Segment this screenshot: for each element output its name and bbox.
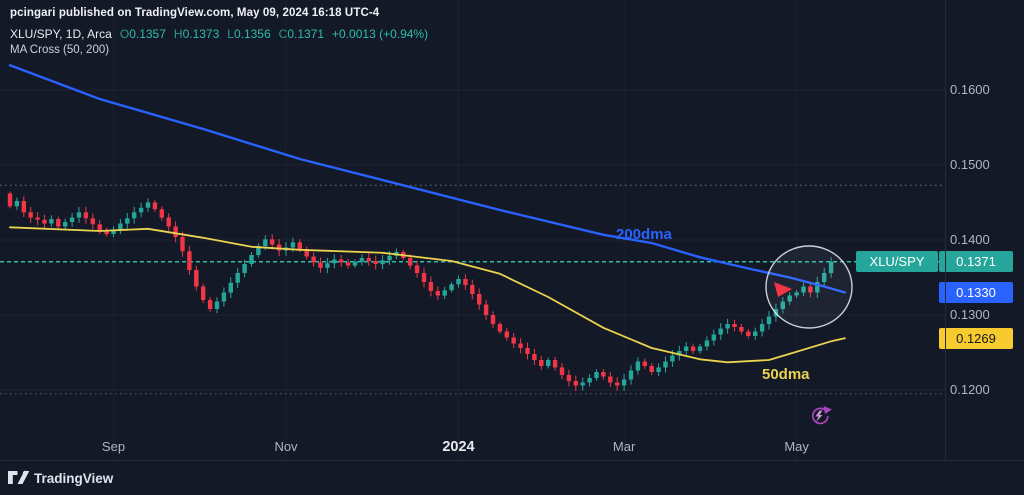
footer-bar: TradingView — [0, 461, 1024, 495]
last-price-badge-value: 0.1371 — [939, 251, 1013, 273]
price-lines — [0, 184, 945, 395]
symbol-title[interactable]: XLU/SPY, 1D, Arca — [10, 27, 112, 41]
red-arrow-annotation[interactable] — [774, 282, 792, 297]
highlight-circle[interactable] — [765, 245, 853, 329]
x-tick-2024[interactable]: 2024 — [442, 439, 475, 455]
ohlc-high: H0.1373 — [173, 27, 220, 41]
x-tick-nov[interactable]: Nov — [274, 439, 298, 454]
y-tick-0.1400[interactable]: 0.1400 — [950, 232, 990, 247]
published-credit: pcingari published on TradingView.com, M… — [10, 7, 380, 19]
symbol-badge-label: XLU/SPY — [856, 251, 938, 273]
indicator-legend[interactable]: MA Cross (50, 200) — [10, 44, 110, 56]
replay-lightning-icon[interactable] — [811, 406, 832, 425]
y-tick-0.1300[interactable]: 0.1300 — [950, 307, 990, 322]
y-tick-0.1600[interactable]: 0.1600 — [950, 82, 990, 97]
grid-lines — [0, 89, 945, 391]
daily-change: +0.0013 (+0.94%) — [332, 27, 429, 41]
tradingview-logo-icon[interactable] — [8, 470, 30, 486]
price-chart-canvas[interactable] — [0, 0, 1024, 460]
symbol-legend[interactable]: XLU/SPY, 1D, Arca O0.1357 H0.1373 L0.135… — [10, 27, 428, 41]
y-tick-0.1500[interactable]: 0.1500 — [950, 157, 990, 172]
footer-divider — [0, 460, 1024, 461]
tradingview-wordmark[interactable]: TradingView — [34, 470, 114, 486]
ma200-price-badge: 0.1330 — [939, 282, 1013, 303]
ma200-badge-value: 0.1330 — [939, 282, 1013, 303]
200dma-line — [8, 64, 847, 294]
price-axis-divider — [945, 0, 946, 460]
x-tick-mar[interactable]: Mar — [612, 439, 636, 454]
x-tick-sep[interactable]: Sep — [101, 439, 126, 454]
ohlc-open: O0.1357 — [119, 27, 166, 41]
x-tick-may[interactable]: May — [784, 439, 809, 454]
ma50-badge-value: 0.1269 — [939, 327, 1013, 349]
ma200-annotation[interactable]: 200dma — [616, 226, 672, 243]
y-tick-0.1200[interactable]: 0.1200 — [950, 382, 990, 397]
ohlc-close: C0.1371 — [278, 27, 325, 41]
ohlc-low: L0.1356 — [227, 27, 271, 41]
ma50-annotation[interactable]: 50dma — [762, 366, 810, 383]
ma50-price-badge: 0.1269 — [939, 327, 1013, 349]
candlestick-series — [7, 191, 834, 391]
last-price-badge: XLU/SPY 0.1371 — [856, 251, 1013, 273]
50dma-line — [9, 226, 846, 364]
